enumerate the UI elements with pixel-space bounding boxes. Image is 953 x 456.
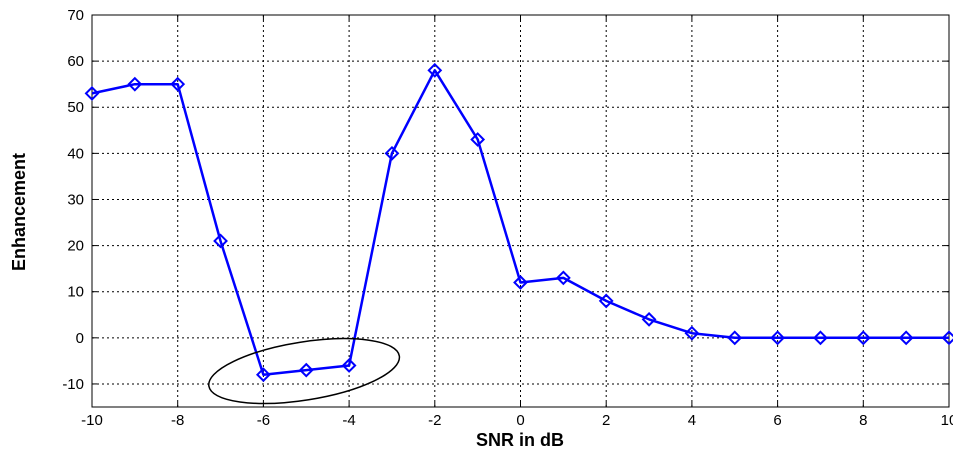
- x-tick-label: -10: [81, 412, 103, 429]
- x-tick-label: 0: [516, 412, 524, 429]
- y-tick-label: 40: [67, 145, 84, 162]
- y-tick-label: 30: [67, 191, 84, 208]
- data-point-marker: [427, 62, 443, 78]
- highlight-ellipse: [208, 337, 401, 405]
- x-tick-label: -2: [428, 412, 441, 429]
- y-tick-label: 50: [67, 99, 84, 116]
- x-axis-title: SNR in dB: [476, 430, 564, 450]
- data-point-marker: [941, 330, 953, 346]
- y-tick-label: 70: [67, 7, 84, 24]
- data-point-marker: [470, 132, 486, 147]
- data-point-marker: [555, 270, 571, 286]
- data-point-marker: [298, 362, 314, 378]
- data-point-marker: [684, 325, 700, 341]
- x-tick-label: 2: [602, 412, 610, 429]
- y-tick-label: 60: [67, 53, 84, 70]
- x-tick-label: 4: [688, 412, 696, 429]
- grid-layer: [92, 15, 949, 407]
- x-tick-label: 10: [941, 412, 953, 429]
- data-point-marker: [641, 311, 657, 327]
- ticks-layer: -10 -8 -6 -4 -2 0 2 4 6 8 10 -10 0 10 20 30 40 50 60 70: [62, 7, 953, 429]
- x-tick-label: 8: [859, 412, 867, 429]
- x-tick-label: -8: [171, 412, 184, 429]
- x-tick-label: 6: [773, 412, 781, 429]
- data-point-marker: [855, 330, 871, 346]
- y-tick-label: 10: [67, 284, 84, 301]
- data-point-marker: [727, 330, 743, 346]
- data-point-marker: [341, 358, 357, 373]
- data-point-marker: [513, 275, 528, 290]
- data-point-marker: [127, 76, 143, 92]
- y-axis-title: Enhancement: [9, 153, 29, 271]
- data-point-marker: [384, 145, 400, 161]
- data-point-marker: [898, 330, 914, 346]
- annotation-layer: [208, 337, 401, 405]
- data-point-marker: [813, 330, 828, 346]
- data-point-marker: [84, 85, 100, 101]
- series-line: [91, 69, 949, 376]
- x-tick-label: -6: [257, 412, 270, 429]
- data-point-marker: [770, 330, 786, 346]
- data-point-marker: [213, 233, 228, 249]
- x-tick-label: -4: [342, 412, 355, 429]
- y-tick-label: 0: [76, 330, 84, 347]
- data-point-marker: [255, 367, 271, 383]
- y-tick-label: -10: [62, 376, 84, 393]
- series-layer: [84, 62, 953, 383]
- y-tick-label: 20: [67, 238, 84, 255]
- data-point-marker: [170, 76, 186, 92]
- data-point-marker: [598, 293, 614, 309]
